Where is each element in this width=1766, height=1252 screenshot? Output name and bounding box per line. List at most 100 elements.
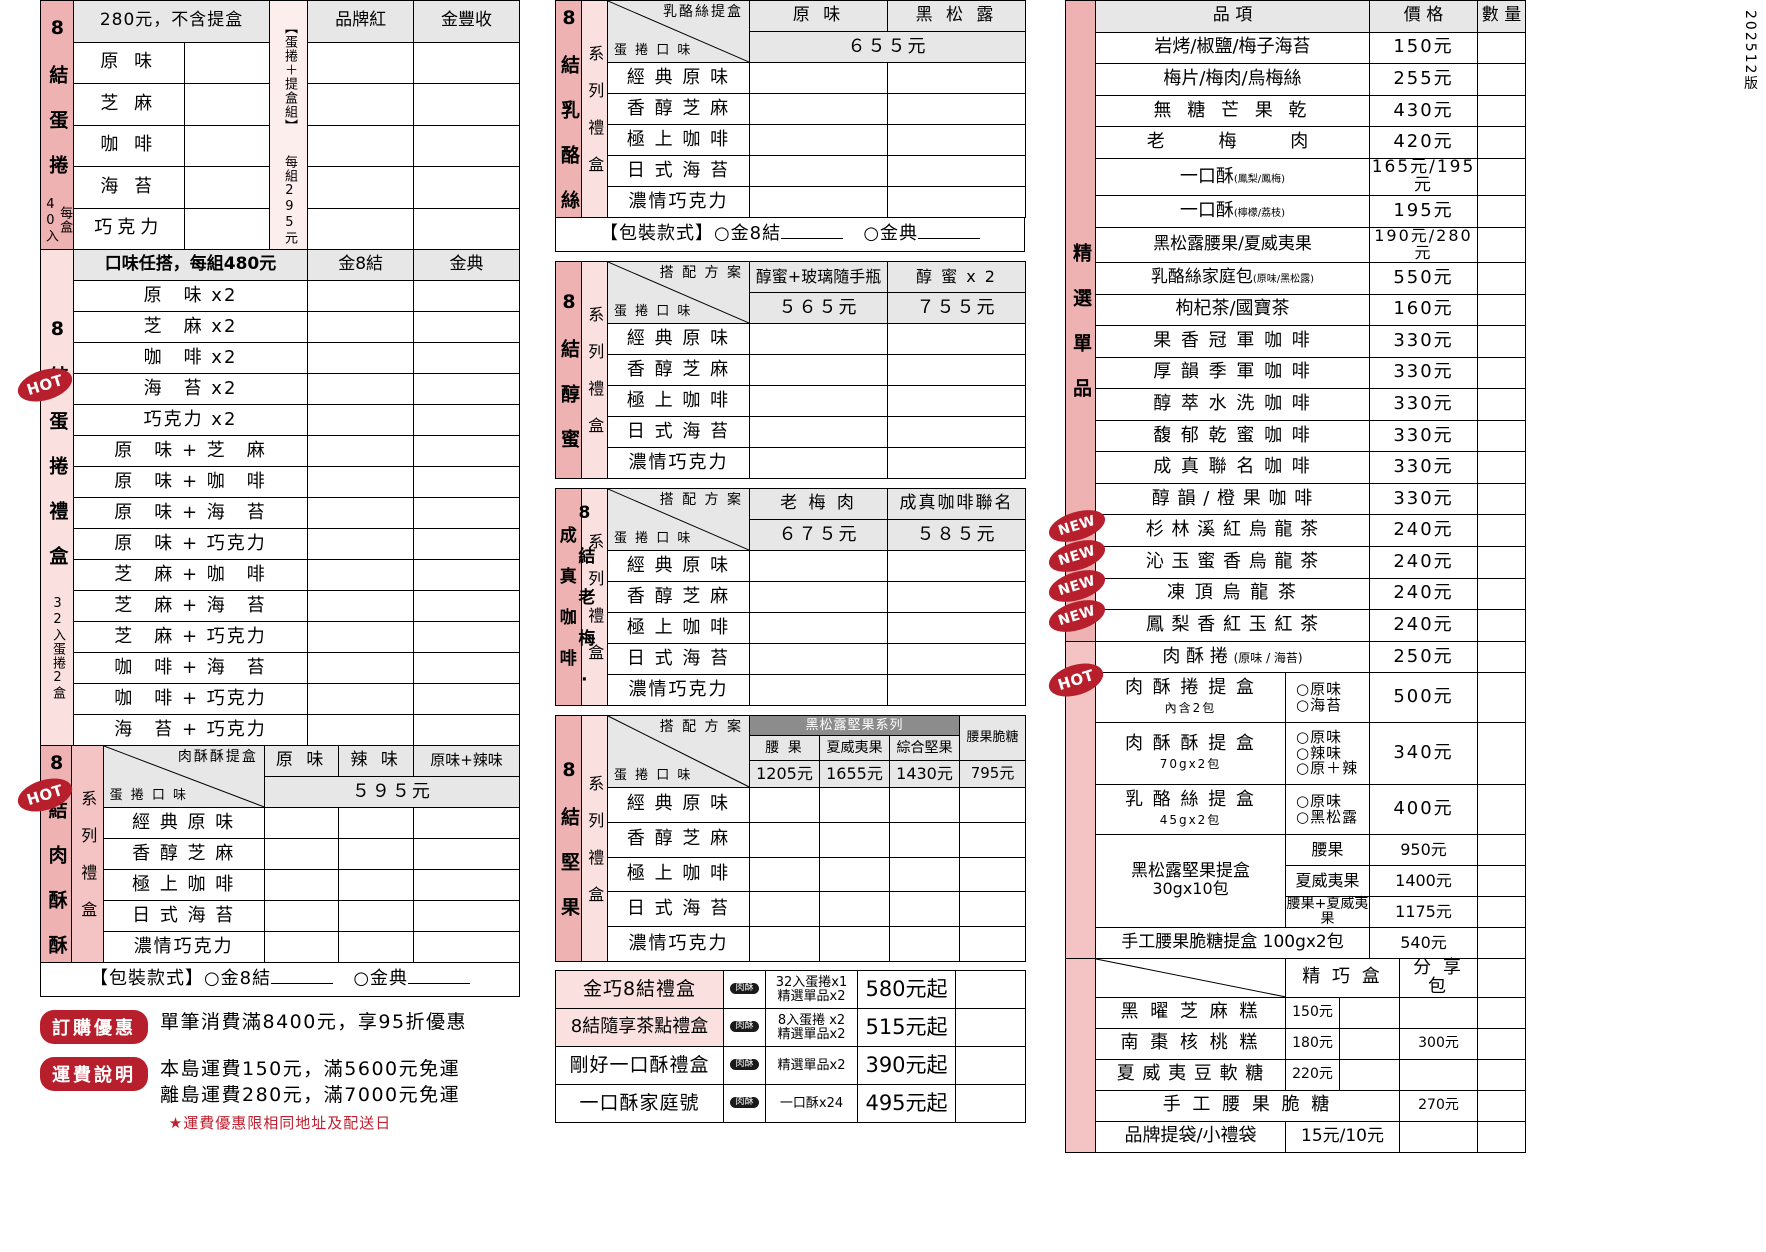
qty-cell[interactable] xyxy=(413,311,520,343)
qty-cell[interactable] xyxy=(819,891,890,928)
qty-cell[interactable] xyxy=(888,926,961,962)
qty-cell[interactable] xyxy=(955,1046,1026,1085)
qty-cell[interactable] xyxy=(307,83,415,126)
pack-opt-1[interactable]: ○金8結 xyxy=(203,968,272,990)
qty-cell[interactable] xyxy=(887,674,1026,706)
qty-cell[interactable] xyxy=(307,528,415,560)
qty-cell[interactable] xyxy=(183,124,271,167)
pack-opt-1[interactable]: ○金8結 xyxy=(713,223,782,245)
qty-cell[interactable] xyxy=(307,207,415,250)
qty-cell[interactable] xyxy=(887,186,1026,218)
qty-cell[interactable] xyxy=(887,643,1026,675)
qty-cell[interactable] xyxy=(819,926,890,962)
qty-cell[interactable] xyxy=(888,821,961,858)
qty-cell[interactable] xyxy=(413,207,520,250)
qty-cell[interactable] xyxy=(955,1084,1026,1123)
qty-cell[interactable] xyxy=(307,311,415,343)
qty-cell[interactable] xyxy=(888,856,961,893)
qty-cell[interactable] xyxy=(1477,325,1526,358)
qty-cell[interactable] xyxy=(1477,927,1527,959)
qty-cell[interactable] xyxy=(307,652,415,684)
qty-cell[interactable] xyxy=(1477,896,1527,928)
qty-cell[interactable] xyxy=(1477,388,1526,421)
qty-cell[interactable] xyxy=(413,41,520,84)
qty-cell[interactable] xyxy=(1477,94,1526,128)
qty-cell[interactable] xyxy=(749,926,820,962)
qty-cell[interactable] xyxy=(263,838,340,870)
qty-cell[interactable] xyxy=(413,166,520,209)
qty-cell[interactable] xyxy=(887,124,1026,156)
qty-cell[interactable] xyxy=(1477,356,1526,390)
qty-cell[interactable] xyxy=(1477,31,1526,65)
qty-cell[interactable] xyxy=(413,373,520,405)
qty-cell[interactable] xyxy=(819,821,890,858)
qty-cell[interactable] xyxy=(1477,261,1526,295)
qty-cell[interactable] xyxy=(413,342,520,374)
qty-cell[interactable] xyxy=(749,354,888,386)
qty-cell[interactable] xyxy=(1477,865,1527,897)
option-0[interactable]: ○原味 xyxy=(1296,679,1343,698)
qty-cell[interactable] xyxy=(263,869,340,901)
qty-cell[interactable] xyxy=(307,404,415,436)
qty-cell[interactable] xyxy=(1477,577,1526,611)
qty-cell[interactable] xyxy=(1338,1027,1401,1060)
qty-cell[interactable] xyxy=(183,83,271,126)
qty-cell[interactable] xyxy=(1477,672,1527,723)
qty-cell[interactable] xyxy=(749,416,888,448)
qty-cell[interactable] xyxy=(749,385,888,417)
qty-cell[interactable] xyxy=(1477,958,1527,998)
qty-cell[interactable] xyxy=(887,385,1026,417)
qty-cell[interactable] xyxy=(749,186,888,218)
qty-cell[interactable] xyxy=(1477,419,1526,453)
qty-cell[interactable] xyxy=(338,838,415,870)
qty-cell[interactable] xyxy=(959,926,1027,962)
qty-cell[interactable] xyxy=(307,41,415,84)
qty-cell[interactable] xyxy=(183,207,271,250)
qty-cell[interactable] xyxy=(887,581,1026,613)
qty-cell[interactable] xyxy=(955,970,1026,1009)
qty-cell[interactable] xyxy=(338,869,415,901)
qty-cell[interactable] xyxy=(338,807,415,839)
option-1[interactable]: ○海苔 xyxy=(1296,695,1343,714)
qty-cell[interactable] xyxy=(307,124,415,167)
item-options[interactable]: ○原味 ○辣味 ○原＋辣 xyxy=(1284,722,1371,785)
qty-cell[interactable] xyxy=(413,280,520,312)
qty-cell[interactable] xyxy=(887,155,1026,187)
qty-cell[interactable] xyxy=(749,821,820,858)
qty-cell[interactable] xyxy=(413,931,520,963)
qty-cell[interactable] xyxy=(749,550,888,582)
qty-cell[interactable] xyxy=(887,447,1026,479)
qty-cell[interactable] xyxy=(955,1008,1026,1047)
qty-cell[interactable] xyxy=(413,497,520,529)
qty-cell[interactable] xyxy=(749,643,888,675)
qty-cell[interactable] xyxy=(1477,546,1526,579)
qty-cell[interactable] xyxy=(819,786,890,823)
qty-cell[interactable] xyxy=(307,342,415,374)
qty-cell[interactable] xyxy=(749,581,888,613)
qty-cell[interactable] xyxy=(1477,157,1526,197)
qty-cell[interactable] xyxy=(1477,834,1527,866)
qty-cell[interactable] xyxy=(183,41,271,84)
qty-cell[interactable] xyxy=(749,786,820,823)
qty-cell[interactable] xyxy=(263,807,340,839)
option-0[interactable]: ○原味 xyxy=(1296,791,1343,810)
qty-cell[interactable] xyxy=(307,435,415,467)
qty-cell[interactable] xyxy=(307,466,415,498)
qty-cell[interactable] xyxy=(1477,126,1526,159)
qty-cell[interactable] xyxy=(413,435,520,467)
qty-cell[interactable] xyxy=(413,869,520,901)
qty-cell[interactable] xyxy=(307,683,415,715)
qty-cell[interactable] xyxy=(413,807,520,839)
qty-cell[interactable] xyxy=(749,856,820,893)
qty-cell[interactable] xyxy=(887,550,1026,582)
qty-cell[interactable] xyxy=(1477,451,1526,484)
qty-cell[interactable] xyxy=(887,416,1026,448)
qty-cell[interactable] xyxy=(749,891,820,928)
qty-cell[interactable] xyxy=(1477,195,1526,228)
qty-cell[interactable] xyxy=(413,683,520,715)
qty-cell[interactable] xyxy=(749,323,888,355)
qty-cell[interactable] xyxy=(887,62,1026,94)
pack-opt-2[interactable]: ○金典 xyxy=(353,968,409,990)
qty-cell[interactable] xyxy=(307,590,415,622)
packaging-options[interactable]: 【包裝款式】○金8結 ○金典 xyxy=(40,962,520,997)
